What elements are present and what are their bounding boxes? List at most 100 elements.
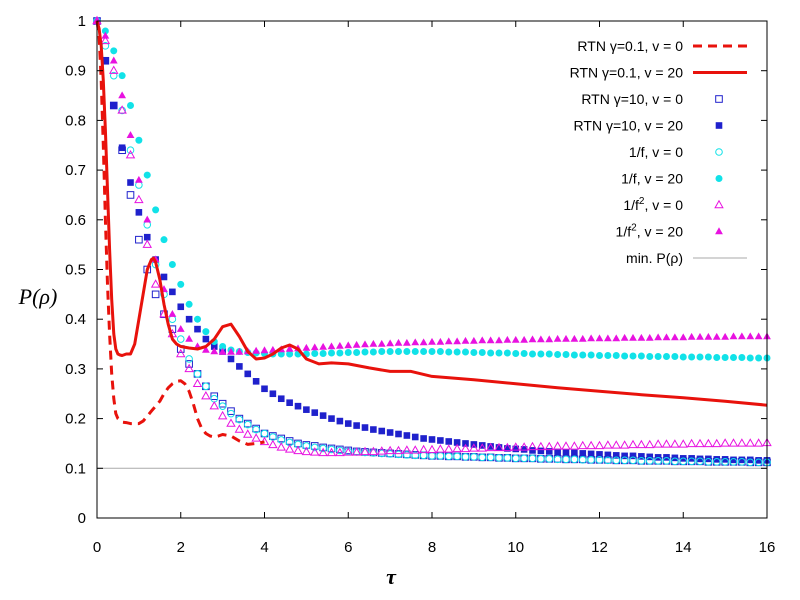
- data-point: [662, 457, 671, 465]
- data-point: [577, 440, 588, 450]
- data-point: [612, 351, 620, 359]
- data-point: [578, 334, 587, 342]
- data-point: [545, 455, 554, 463]
- data-point: [612, 452, 620, 459]
- data-point: [629, 333, 637, 341]
- data-point: [386, 339, 395, 347]
- data-point: [160, 236, 168, 244]
- data-point: [160, 273, 168, 281]
- data-point: [378, 427, 386, 435]
- data-point: [562, 455, 570, 464]
- data-point: [261, 385, 268, 393]
- legend: RTN γ=0.1, v = 0 RTN γ=0.1, v = 20 RTN γ=1…: [570, 38, 747, 266]
- data-point: [151, 290, 160, 299]
- data-point: [646, 352, 654, 360]
- data-point: [536, 441, 546, 451]
- data-point: [721, 458, 729, 466]
- data-point: [578, 456, 587, 464]
- data-point: [428, 337, 436, 345]
- data-point: [210, 343, 218, 350]
- data-point: [644, 439, 655, 449]
- y-tick-label: 0.3: [65, 361, 86, 378]
- data-point: [319, 412, 327, 419]
- data-point: [511, 335, 520, 343]
- data-point: [612, 456, 621, 465]
- data-point: [487, 443, 494, 450]
- data-point: [646, 453, 654, 461]
- data-point: [194, 325, 201, 333]
- data-point: [679, 333, 688, 341]
- data-point: [210, 347, 219, 355]
- data-point: [177, 280, 185, 288]
- data-point: [536, 335, 545, 343]
- data-point: [512, 445, 520, 453]
- data-point: [135, 136, 143, 144]
- data-point: [553, 455, 562, 464]
- data-point: [260, 429, 269, 438]
- data-point: [688, 353, 696, 361]
- data-point: [185, 300, 193, 308]
- data-point: [629, 452, 637, 460]
- data-point: [596, 451, 603, 458]
- legend-label: min. P(ρ): [626, 250, 683, 266]
- data-point: [318, 447, 328, 457]
- data-point: [302, 442, 311, 450]
- data-point: [612, 334, 621, 342]
- data-point: [469, 336, 478, 344]
- data-point: [369, 339, 378, 347]
- data-point: [252, 346, 261, 354]
- data-point: [125, 149, 136, 159]
- data-point: [227, 347, 235, 355]
- x-tick-label: 8: [428, 539, 436, 556]
- data-point: [134, 175, 143, 183]
- data-point: [385, 445, 395, 455]
- data-point: [436, 348, 444, 356]
- y-tick-label: 0.5: [65, 262, 86, 279]
- data-point: [620, 333, 629, 341]
- data-point: [428, 436, 436, 443]
- data-point: [713, 353, 721, 361]
- data-point: [327, 445, 336, 454]
- data-point: [185, 315, 193, 323]
- data-point: [394, 338, 403, 346]
- data-point: [193, 370, 202, 378]
- data-point: [721, 353, 729, 361]
- series-0: [95, 20, 265, 446]
- data-point: [754, 458, 763, 467]
- data-point: [553, 334, 562, 342]
- data-point: [527, 441, 538, 451]
- data-point: [562, 449, 570, 456]
- x-tick-label: 12: [591, 539, 608, 556]
- data-point: [427, 444, 437, 454]
- data-point: [687, 332, 696, 340]
- data-point: [376, 446, 387, 455]
- data-point: [745, 438, 756, 447]
- data-point: [721, 332, 730, 340]
- data-point: [445, 438, 453, 445]
- data-point: [143, 215, 152, 223]
- y-tick-label: 0.9: [65, 63, 86, 80]
- x-tick-label: 6: [344, 539, 352, 556]
- data-point: [411, 451, 420, 460]
- y-tick-label: 0: [78, 510, 86, 527]
- data-point: [729, 458, 738, 466]
- data-point: [711, 438, 722, 448]
- data-point: [537, 455, 545, 463]
- data-point: [738, 458, 746, 466]
- data-point: [234, 424, 245, 433]
- data-point: [152, 206, 160, 214]
- data-point: [537, 447, 545, 455]
- x-axis-title: τ: [386, 564, 397, 589]
- data-point: [495, 454, 503, 462]
- data-point: [696, 457, 704, 466]
- data-point: [135, 209, 143, 216]
- data-point: [394, 450, 403, 459]
- data-point: [102, 57, 109, 65]
- data-point: [185, 334, 194, 342]
- data-point: [443, 444, 454, 453]
- x-tick-label: 16: [759, 539, 776, 556]
- data-point: [687, 457, 696, 466]
- data-point: [452, 443, 462, 453]
- series-4: [93, 17, 771, 467]
- data-point: [378, 348, 386, 356]
